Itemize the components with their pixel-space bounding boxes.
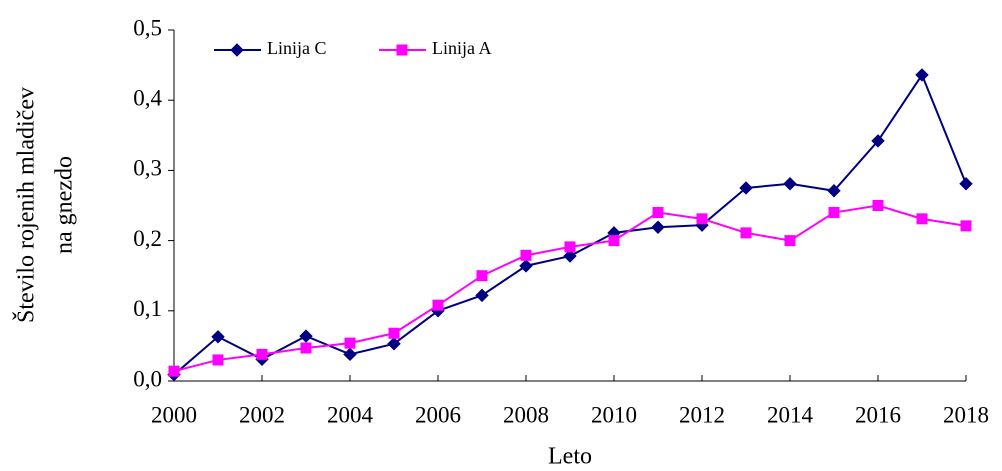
data-point: [827, 184, 841, 198]
data-point: [519, 259, 533, 273]
data-point: [784, 235, 796, 247]
data-point: [168, 365, 180, 377]
x-tick-label: 2012: [679, 402, 725, 427]
data-point: [872, 200, 884, 211]
y-axis-label: Število rojenih mladičev: [13, 87, 40, 323]
x-tick-label: 2004: [327, 402, 374, 427]
data-point: [387, 337, 401, 351]
data-point: [475, 288, 489, 303]
x-tick-label: 2010: [591, 402, 637, 427]
y-tick-label: 0,4: [133, 85, 162, 110]
legend-marker: [230, 43, 244, 57]
legend-label: Linija C: [267, 38, 327, 58]
y-tick-label: 0,2: [133, 226, 162, 251]
y-axis-label: na gnezdo: [52, 156, 78, 254]
legend-label: Linija A: [432, 38, 492, 58]
x-tick-label: 2018: [943, 402, 989, 427]
data-point: [211, 330, 225, 344]
data-point: [652, 207, 664, 219]
data-point: [959, 177, 973, 191]
data-point: [651, 220, 665, 234]
data-point: [916, 213, 928, 225]
legend-marker: [396, 44, 408, 56]
data-point: [212, 354, 224, 366]
data-point: [915, 68, 929, 82]
data-point: [343, 347, 357, 362]
data-point: [783, 177, 797, 191]
data-point: [520, 249, 532, 261]
series-line: [173, 204, 967, 373]
y-tick-label: 0,1: [133, 296, 162, 321]
x-tick-label: 2008: [503, 402, 549, 427]
data-point: [256, 348, 268, 360]
data-point: [300, 342, 312, 354]
data-point: [344, 337, 356, 349]
x-axis-label: Leto: [548, 444, 592, 470]
y-tick-label: 0,3: [133, 156, 162, 181]
data-point: [432, 299, 444, 311]
data-point: [564, 241, 576, 253]
data-point: [828, 207, 840, 219]
x-tick-label: 2002: [239, 402, 285, 427]
data-point: [871, 134, 885, 148]
data-point: [739, 181, 753, 195]
data-point: [299, 329, 313, 343]
series-line: [173, 72, 967, 376]
data-point: [476, 270, 488, 282]
y-tick-label: 0,0: [133, 366, 162, 391]
data-point: [608, 235, 620, 247]
data-point: [388, 327, 400, 339]
data-point: [960, 220, 972, 232]
x-tick-label: 2006: [415, 402, 461, 427]
y-tick-label: 0,5: [133, 15, 162, 40]
data-point: [696, 213, 708, 225]
x-tick-label: 2016: [855, 402, 901, 427]
x-tick-label: 2014: [767, 402, 814, 427]
data-point: [740, 227, 752, 239]
data-point: [563, 249, 577, 263]
x-tick-label: 2000: [151, 402, 197, 427]
